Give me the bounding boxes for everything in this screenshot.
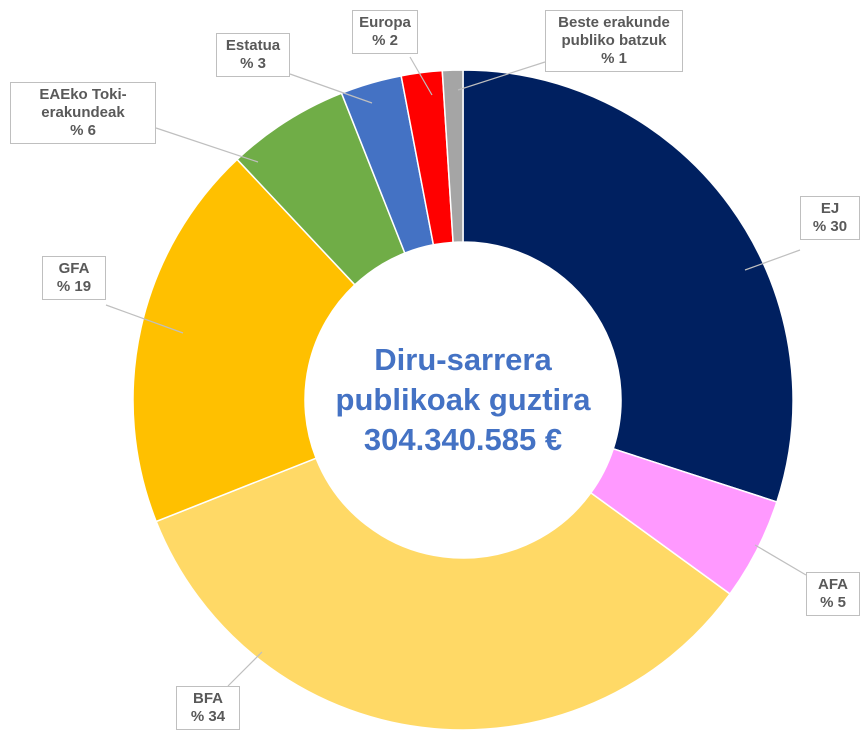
center-label: Diru-sarrera publikoak guztira 304.340.5… — [323, 340, 603, 460]
leader-line — [289, 73, 373, 104]
category-label: EJ — [820, 200, 840, 217]
value-label: % 3 — [240, 55, 266, 72]
center-title: Diru-sarrera publikoak guztira — [335, 342, 591, 417]
category-label: BFA — [193, 690, 223, 707]
data-label: Beste erakunde publiko batzuk% 1 — [545, 10, 683, 72]
leader-line — [155, 127, 259, 163]
category-label: EAEko Toki-erakundeak — [39, 86, 127, 121]
donut-slice — [132, 158, 356, 523]
category-label: GFA — [58, 260, 90, 277]
donut-slice — [441, 69, 464, 244]
donut-slice — [155, 457, 732, 731]
leader-line — [105, 304, 184, 334]
value-label: % 1 — [601, 50, 627, 67]
leader-line — [754, 544, 807, 576]
value-label: % 34 — [190, 708, 226, 725]
value-label: % 30 — [812, 218, 848, 235]
leader-line — [227, 651, 263, 687]
donut-slice — [462, 69, 794, 503]
center-total: 304.340.585 € — [363, 422, 563, 457]
data-label: BFA% 34 — [176, 686, 240, 730]
value-label: % 2 — [372, 32, 398, 49]
category-label: Europa — [359, 14, 411, 31]
data-label: Europa% 2 — [352, 10, 418, 54]
value-label: % 19 — [56, 278, 92, 295]
value-label: % 5 — [820, 594, 846, 611]
data-label: EAEko Toki-erakundeak% 6 — [10, 82, 156, 144]
leader-line — [744, 249, 801, 271]
leader-line — [409, 56, 433, 96]
data-label: GFA% 19 — [42, 256, 106, 300]
category-label: Beste erakunde publiko batzuk — [558, 14, 670, 49]
data-label: Estatua% 3 — [216, 33, 290, 77]
value-label: % 6 — [70, 122, 96, 139]
category-label: Estatua — [225, 37, 281, 54]
data-label: AFA% 5 — [806, 572, 860, 616]
category-label: AFA — [818, 576, 848, 593]
leader-line — [457, 61, 546, 91]
data-label: EJ% 30 — [800, 196, 860, 240]
